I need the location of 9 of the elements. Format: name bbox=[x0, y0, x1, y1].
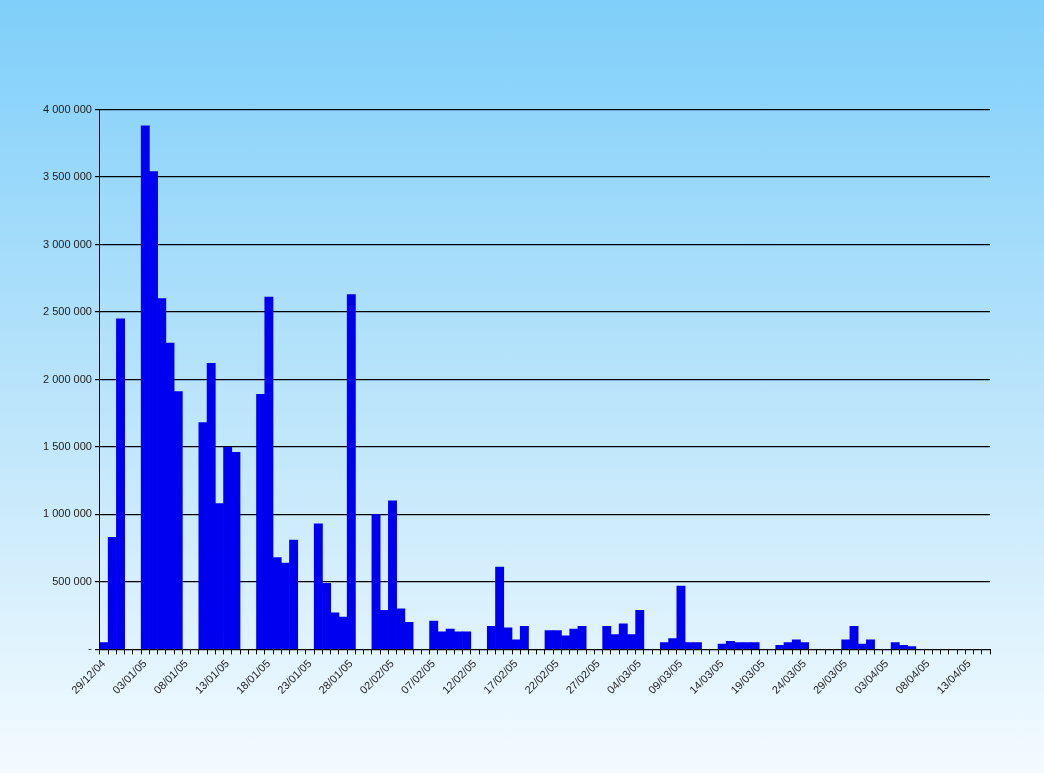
y-tick-label: 2 500 000 bbox=[43, 305, 92, 318]
y-tick-label: 1 500 000 bbox=[43, 440, 92, 452]
y-tick-label: 3 500 000 bbox=[43, 170, 92, 183]
y-tick-label: 500 000 bbox=[52, 574, 92, 587]
y-tick-label: - bbox=[88, 642, 93, 655]
y-tick-label: 3 000 000 bbox=[43, 237, 92, 250]
y-tick-label: 2 000 000 bbox=[43, 372, 92, 385]
y-tick-label: 4 000 000 bbox=[43, 102, 92, 115]
y-tick-label: 1 000 000 bbox=[43, 507, 92, 520]
